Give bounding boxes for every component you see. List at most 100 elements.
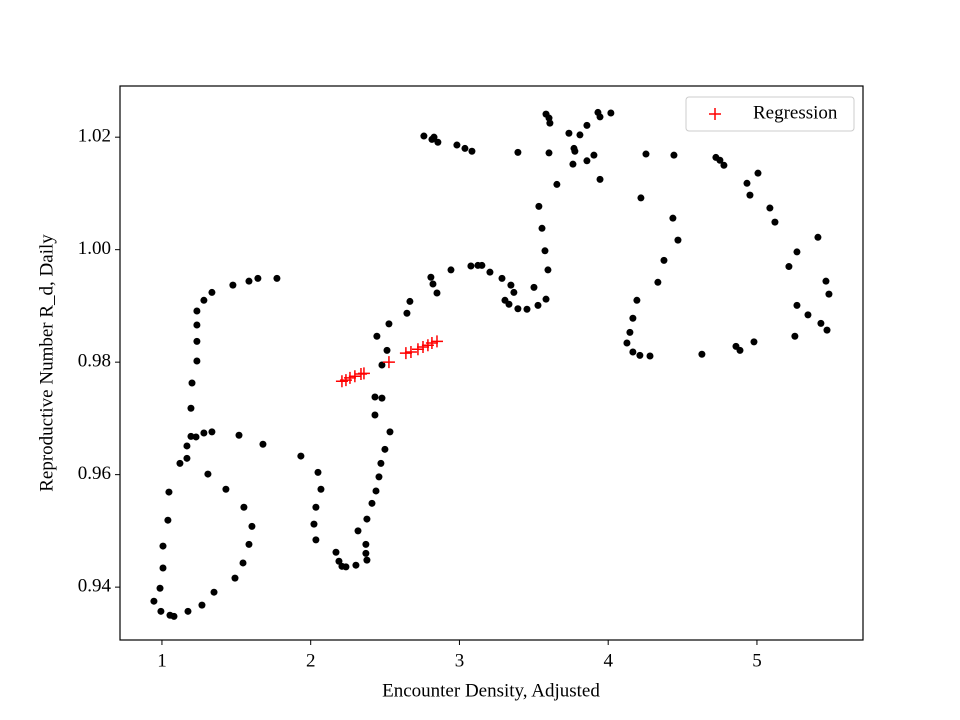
point [583,157,591,165]
point [553,180,561,188]
point [596,175,604,183]
point [583,121,591,129]
point [248,522,256,530]
point [417,340,430,353]
point [750,338,758,346]
point [193,321,201,329]
point [823,326,831,334]
point [368,499,376,507]
point [406,297,414,305]
point [596,113,604,121]
point [822,277,830,285]
point [222,485,230,493]
point [229,281,237,289]
point [626,328,634,336]
point [430,133,438,141]
point [825,290,833,298]
point [363,556,371,564]
point [373,332,381,340]
point [381,445,389,453]
point [498,274,506,282]
point [404,346,417,359]
point [208,428,216,436]
x-axis-label: Encounter Density, Adjusted [382,680,600,701]
x-tick-label: 2 [306,650,316,671]
point [156,584,164,592]
y-tick-label: 1.02 [78,126,111,147]
point [362,549,370,557]
plot-frame [119,85,864,641]
point [371,393,379,401]
point [510,288,518,296]
point [637,194,645,202]
point [486,268,494,276]
legend-label: Regression [753,102,838,123]
point [312,536,320,544]
point [363,515,371,523]
point [793,301,801,309]
y-tick-label: 0.98 [78,351,111,372]
point [766,204,774,212]
point [569,160,577,168]
point [669,214,677,222]
point [660,256,668,264]
x-tick-label: 3 [455,650,465,671]
point [183,454,191,462]
point [427,273,435,281]
point [157,607,165,615]
point [642,150,650,158]
x-tick-label: 5 [752,650,762,671]
point [273,274,281,282]
point [343,371,356,384]
point [210,588,218,596]
point [546,119,554,127]
point [514,305,522,313]
point [310,520,318,528]
point [623,339,631,347]
point [204,470,212,478]
point [633,296,641,304]
legend-marker [709,108,721,120]
point [793,248,801,256]
point [507,281,515,289]
point [804,311,812,319]
point [208,288,216,296]
point [150,597,158,605]
point [576,131,584,139]
point [785,263,793,271]
point [399,347,412,360]
point [159,564,167,572]
point [771,218,779,226]
y-tick-label: 0.96 [78,463,111,484]
point [317,485,325,493]
point [545,149,553,157]
point [754,169,762,177]
point [429,280,437,288]
point [314,468,322,476]
legend-box [685,96,855,132]
point [542,295,550,303]
point [259,440,267,448]
y-tick-label: 0.94 [78,575,112,596]
point [698,350,706,358]
point [354,527,362,535]
point [357,367,370,380]
point [192,433,200,441]
point [375,473,383,481]
point [378,361,386,369]
point [332,548,340,556]
point [674,236,682,244]
point [453,141,461,149]
point [814,233,822,241]
point [817,319,825,327]
point [530,283,538,291]
point [571,147,579,155]
point [240,503,248,511]
point [371,411,379,419]
point [607,109,615,117]
point [239,559,247,567]
point [791,332,799,340]
point [231,574,239,582]
point [736,346,744,354]
